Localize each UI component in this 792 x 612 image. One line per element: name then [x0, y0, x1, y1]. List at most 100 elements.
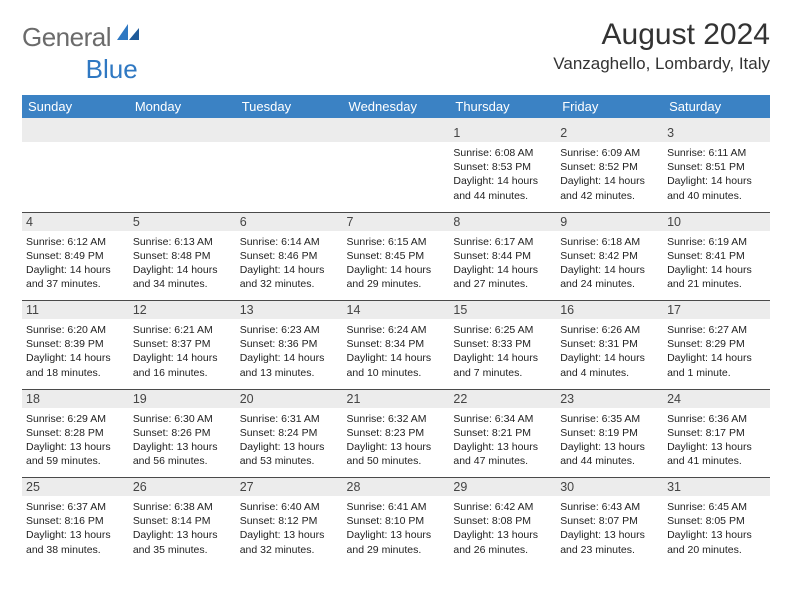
calendar-day-cell: 8Sunrise: 6:17 AMSunset: 8:44 PMDaylight…: [449, 213, 556, 301]
calendar-day-cell: 14Sunrise: 6:24 AMSunset: 8:34 PMDayligh…: [343, 301, 450, 389]
calendar-day-cell: 24Sunrise: 6:36 AMSunset: 8:17 PMDayligh…: [663, 390, 770, 478]
day-details: Sunrise: 6:08 AMSunset: 8:53 PMDaylight:…: [449, 143, 556, 209]
calendar-day-cell: 26Sunrise: 6:38 AMSunset: 8:14 PMDayligh…: [129, 478, 236, 566]
weekday-header: Tuesday: [236, 95, 343, 118]
day-details: Sunrise: 6:24 AMSunset: 8:34 PMDaylight:…: [343, 320, 450, 386]
day-details: Sunrise: 6:23 AMSunset: 8:36 PMDaylight:…: [236, 320, 343, 386]
calendar-day-cell: 28Sunrise: 6:41 AMSunset: 8:10 PMDayligh…: [343, 478, 450, 566]
calendar-day-cell: 9Sunrise: 6:18 AMSunset: 8:42 PMDaylight…: [556, 213, 663, 301]
calendar-table: SundayMondayTuesdayWednesdayThursdayFrid…: [22, 95, 770, 566]
calendar-week-row: 1Sunrise: 6:08 AMSunset: 8:53 PMDaylight…: [22, 124, 770, 212]
calendar-day-cell: 30Sunrise: 6:43 AMSunset: 8:07 PMDayligh…: [556, 478, 663, 566]
day-number: 19: [129, 390, 236, 409]
calendar-day-cell: 22Sunrise: 6:34 AMSunset: 8:21 PMDayligh…: [449, 390, 556, 478]
weekday-header: Friday: [556, 95, 663, 118]
empty-day-bar: [236, 124, 343, 143]
calendar-day-cell: 2Sunrise: 6:09 AMSunset: 8:52 PMDaylight…: [556, 124, 663, 212]
brand-logo: General: [22, 18, 143, 53]
day-details: Sunrise: 6:25 AMSunset: 8:33 PMDaylight:…: [449, 320, 556, 386]
weekday-header: Monday: [129, 95, 236, 118]
day-number: 7: [343, 213, 450, 232]
day-details: Sunrise: 6:43 AMSunset: 8:07 PMDaylight:…: [556, 497, 663, 563]
calendar-day-cell: 11Sunrise: 6:20 AMSunset: 8:39 PMDayligh…: [22, 301, 129, 389]
day-details: Sunrise: 6:19 AMSunset: 8:41 PMDaylight:…: [663, 232, 770, 298]
brand-word-1: General: [22, 22, 111, 53]
day-details: Sunrise: 6:26 AMSunset: 8:31 PMDaylight:…: [556, 320, 663, 386]
day-details: Sunrise: 6:40 AMSunset: 8:12 PMDaylight:…: [236, 497, 343, 563]
day-details: Sunrise: 6:12 AMSunset: 8:49 PMDaylight:…: [22, 232, 129, 298]
empty-day-bar: [22, 124, 129, 143]
day-details: Sunrise: 6:14 AMSunset: 8:46 PMDaylight:…: [236, 232, 343, 298]
day-number: 22: [449, 390, 556, 409]
calendar-week-row: 4Sunrise: 6:12 AMSunset: 8:49 PMDaylight…: [22, 213, 770, 301]
day-number: 1: [449, 124, 556, 143]
day-details: Sunrise: 6:11 AMSunset: 8:51 PMDaylight:…: [663, 143, 770, 209]
location-label: Vanzaghello, Lombardy, Italy: [553, 54, 770, 74]
day-number: 29: [449, 478, 556, 497]
day-details: Sunrise: 6:17 AMSunset: 8:44 PMDaylight:…: [449, 232, 556, 298]
calendar-day-cell: 21Sunrise: 6:32 AMSunset: 8:23 PMDayligh…: [343, 390, 450, 478]
calendar-day-cell: 25Sunrise: 6:37 AMSunset: 8:16 PMDayligh…: [22, 478, 129, 566]
day-number: 6: [236, 213, 343, 232]
day-number: 10: [663, 213, 770, 232]
day-number: 30: [556, 478, 663, 497]
day-details: Sunrise: 6:27 AMSunset: 8:29 PMDaylight:…: [663, 320, 770, 386]
calendar-day-cell: 7Sunrise: 6:15 AMSunset: 8:45 PMDaylight…: [343, 213, 450, 301]
calendar-day-cell: 6Sunrise: 6:14 AMSunset: 8:46 PMDaylight…: [236, 213, 343, 301]
calendar-day-cell: 31Sunrise: 6:45 AMSunset: 8:05 PMDayligh…: [663, 478, 770, 566]
calendar-day-cell: 16Sunrise: 6:26 AMSunset: 8:31 PMDayligh…: [556, 301, 663, 389]
day-number: 4: [22, 213, 129, 232]
weekday-header: Thursday: [449, 95, 556, 118]
day-number: 14: [343, 301, 450, 320]
calendar-week-row: 18Sunrise: 6:29 AMSunset: 8:28 PMDayligh…: [22, 390, 770, 478]
day-details: Sunrise: 6:30 AMSunset: 8:26 PMDaylight:…: [129, 409, 236, 475]
day-details: Sunrise: 6:31 AMSunset: 8:24 PMDaylight:…: [236, 409, 343, 475]
day-details: Sunrise: 6:20 AMSunset: 8:39 PMDaylight:…: [22, 320, 129, 386]
day-number: 25: [22, 478, 129, 497]
empty-day-bar: [129, 124, 236, 143]
calendar-week-row: 25Sunrise: 6:37 AMSunset: 8:16 PMDayligh…: [22, 478, 770, 566]
day-details: Sunrise: 6:37 AMSunset: 8:16 PMDaylight:…: [22, 497, 129, 563]
calendar-day-cell: 18Sunrise: 6:29 AMSunset: 8:28 PMDayligh…: [22, 390, 129, 478]
calendar-day-cell: 10Sunrise: 6:19 AMSunset: 8:41 PMDayligh…: [663, 213, 770, 301]
day-details: Sunrise: 6:34 AMSunset: 8:21 PMDaylight:…: [449, 409, 556, 475]
day-number: 3: [663, 124, 770, 143]
day-details: Sunrise: 6:41 AMSunset: 8:10 PMDaylight:…: [343, 497, 450, 563]
weekday-header: Saturday: [663, 95, 770, 118]
calendar-day-cell: 5Sunrise: 6:13 AMSunset: 8:48 PMDaylight…: [129, 213, 236, 301]
day-number: 31: [663, 478, 770, 497]
calendar-day-cell: 12Sunrise: 6:21 AMSunset: 8:37 PMDayligh…: [129, 301, 236, 389]
empty-day-bar: [343, 124, 450, 143]
day-details: Sunrise: 6:32 AMSunset: 8:23 PMDaylight:…: [343, 409, 450, 475]
day-number: 23: [556, 390, 663, 409]
calendar-day-cell: 27Sunrise: 6:40 AMSunset: 8:12 PMDayligh…: [236, 478, 343, 566]
day-number: 16: [556, 301, 663, 320]
calendar-day-cell: 29Sunrise: 6:42 AMSunset: 8:08 PMDayligh…: [449, 478, 556, 566]
calendar-week-row: 11Sunrise: 6:20 AMSunset: 8:39 PMDayligh…: [22, 301, 770, 389]
calendar-day-cell: [129, 124, 236, 212]
day-number: 12: [129, 301, 236, 320]
day-details: Sunrise: 6:35 AMSunset: 8:19 PMDaylight:…: [556, 409, 663, 475]
month-title: August 2024: [553, 18, 770, 52]
day-details: Sunrise: 6:36 AMSunset: 8:17 PMDaylight:…: [663, 409, 770, 475]
calendar-day-cell: 4Sunrise: 6:12 AMSunset: 8:49 PMDaylight…: [22, 213, 129, 301]
day-number: 11: [22, 301, 129, 320]
calendar-day-cell: 23Sunrise: 6:35 AMSunset: 8:19 PMDayligh…: [556, 390, 663, 478]
calendar-day-cell: 19Sunrise: 6:30 AMSunset: 8:26 PMDayligh…: [129, 390, 236, 478]
day-number: 27: [236, 478, 343, 497]
day-details: Sunrise: 6:15 AMSunset: 8:45 PMDaylight:…: [343, 232, 450, 298]
day-number: 2: [556, 124, 663, 143]
day-number: 26: [129, 478, 236, 497]
day-number: 15: [449, 301, 556, 320]
day-details: Sunrise: 6:09 AMSunset: 8:52 PMDaylight:…: [556, 143, 663, 209]
day-details: Sunrise: 6:38 AMSunset: 8:14 PMDaylight:…: [129, 497, 236, 563]
weekday-header: Sunday: [22, 95, 129, 118]
calendar-day-cell: [236, 124, 343, 212]
brand-word-2: Blue: [86, 54, 138, 85]
day-details: Sunrise: 6:21 AMSunset: 8:37 PMDaylight:…: [129, 320, 236, 386]
day-number: 28: [343, 478, 450, 497]
calendar-day-cell: [22, 124, 129, 212]
calendar-day-cell: [343, 124, 450, 212]
calendar-day-cell: 17Sunrise: 6:27 AMSunset: 8:29 PMDayligh…: [663, 301, 770, 389]
calendar-day-cell: 15Sunrise: 6:25 AMSunset: 8:33 PMDayligh…: [449, 301, 556, 389]
